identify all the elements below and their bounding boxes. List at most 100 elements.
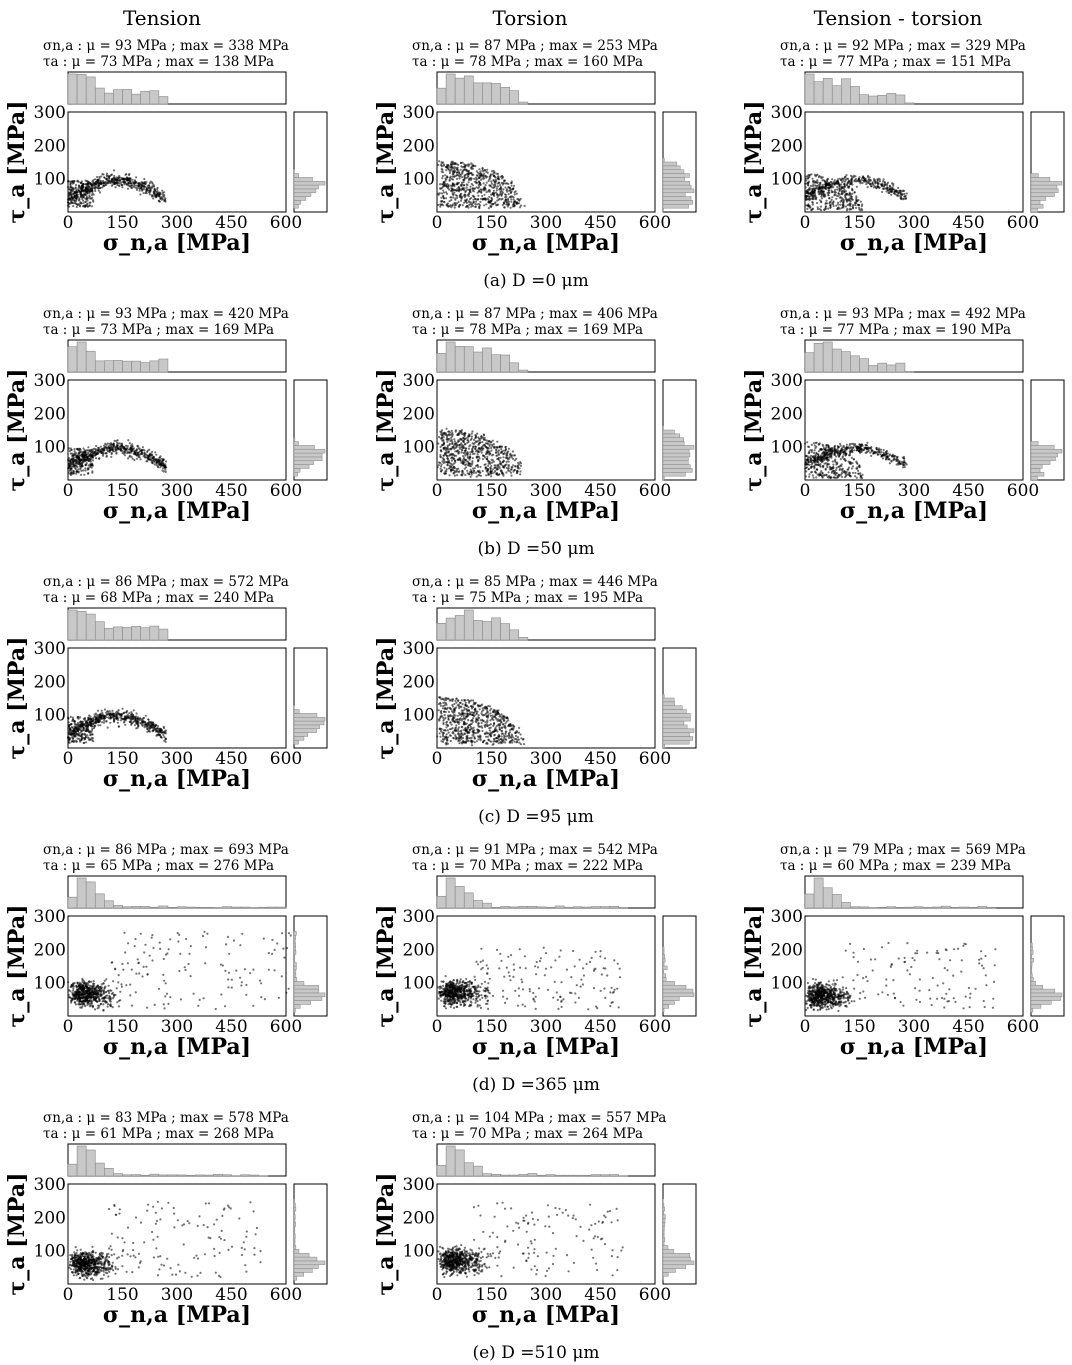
scatter-point — [455, 469, 459, 472]
scatter-point — [498, 453, 501, 456]
scatter-point — [863, 177, 866, 180]
scatter-point — [438, 435, 441, 439]
scatter-point — [499, 451, 502, 454]
scatter-point — [74, 459, 77, 462]
scatter-point — [106, 175, 109, 178]
scatter-point — [450, 436, 453, 439]
scatter-point — [138, 184, 141, 187]
scatter-point — [812, 456, 815, 459]
scatter-point — [481, 457, 485, 461]
scatter-point — [459, 161, 463, 165]
top-histogram-bar — [113, 360, 123, 373]
scatter-point — [96, 175, 99, 179]
scatter-point — [808, 176, 811, 179]
scatter-point — [463, 452, 466, 455]
scatter-point — [471, 442, 474, 445]
scatter-point — [836, 475, 839, 478]
scatter-point — [87, 182, 90, 185]
scatter-point — [130, 186, 133, 189]
right-histogram-bar — [1030, 200, 1041, 205]
scatter-point — [810, 194, 813, 197]
scatter-point — [456, 174, 459, 177]
scatter-point — [842, 448, 845, 451]
top-histogram-bar — [149, 90, 160, 105]
top-histogram-bar — [877, 94, 888, 105]
scatter-point — [128, 712, 131, 715]
scatter-point — [862, 179, 866, 182]
scatter-point — [464, 447, 467, 450]
scatter-point — [105, 452, 108, 455]
scatter-point — [140, 183, 143, 186]
scatter-point — [808, 195, 811, 198]
scatter-point — [93, 186, 96, 189]
scatter-point — [106, 179, 109, 182]
scatter-point — [519, 473, 522, 476]
scatter-point — [95, 457, 98, 460]
top-histogram-bar — [904, 102, 915, 105]
scatter-point — [890, 459, 893, 462]
scatter-point — [116, 721, 119, 724]
scatter-point — [855, 476, 858, 479]
y-tick-label: 300 — [403, 103, 435, 123]
scatter-point — [78, 447, 81, 450]
scatter-point — [457, 458, 460, 461]
scatter-point — [805, 175, 808, 178]
y-axis-label: τ_a [MPa] — [741, 100, 767, 223]
scatter-point — [504, 446, 507, 449]
scatter-point — [476, 455, 479, 458]
y-tick-label: 200 — [771, 404, 803, 424]
scatter-point — [445, 169, 448, 172]
scatter-point — [846, 182, 849, 185]
stat-sigma: σn,a : μ = 87 MPa ; max = 253 MPa — [412, 38, 658, 54]
scatter-point — [125, 173, 128, 176]
scatter-point — [84, 183, 87, 186]
scatter-point — [471, 430, 474, 433]
scatter-point — [480, 190, 483, 193]
scatter-point — [854, 443, 857, 446]
scatter-point — [804, 182, 807, 185]
top-histogram-bar — [822, 341, 833, 373]
scatter-point — [495, 189, 498, 192]
scatter-point — [442, 443, 446, 446]
scatter-point — [114, 448, 117, 451]
scatter-point — [874, 451, 877, 454]
scatter-point — [133, 179, 136, 182]
scatter-point — [831, 460, 834, 463]
scatter-point — [451, 463, 454, 466]
scatter-point — [466, 439, 469, 442]
scatter-point — [445, 447, 448, 450]
scatter-point — [509, 206, 512, 209]
scatter-point — [450, 429, 453, 432]
top-histogram-bar — [158, 358, 169, 373]
scatter-point — [87, 205, 90, 208]
scatter-point — [80, 188, 83, 191]
scatter-point — [453, 185, 456, 188]
scatter-point — [105, 454, 108, 457]
scatter-point — [470, 432, 473, 435]
scatter-point — [499, 187, 502, 190]
scatter-point — [874, 181, 877, 184]
top-histogram-bar — [149, 625, 160, 641]
top-histogram-bar — [104, 92, 114, 105]
scatter-point — [851, 198, 854, 201]
scatter-point — [453, 459, 457, 462]
x-tick-label: 0 — [432, 213, 443, 233]
scatter-point — [67, 471, 70, 474]
scatter-point — [497, 198, 500, 201]
scatter-point — [498, 446, 501, 449]
scatter-point — [162, 731, 165, 734]
scatter-point — [884, 451, 888, 454]
scatter-point — [440, 431, 443, 434]
scatter-point — [471, 461, 474, 464]
scatter-point — [131, 178, 134, 181]
scatter-point — [833, 194, 836, 197]
scatter-point — [471, 164, 474, 167]
scatter-point — [830, 198, 833, 201]
stat-tau: τa : μ = 68 MPa ; max = 240 MPa — [43, 590, 274, 606]
top-histogram-bar — [500, 354, 510, 373]
top-histogram-bar — [859, 94, 869, 105]
scatter-point — [453, 202, 456, 205]
right-histogram-bar — [293, 184, 319, 190]
scatter-point — [87, 446, 90, 449]
